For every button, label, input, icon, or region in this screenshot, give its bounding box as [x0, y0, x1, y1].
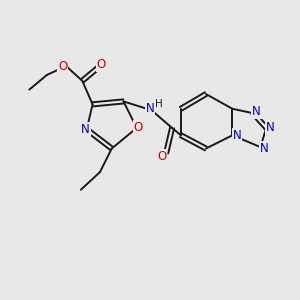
Text: O: O [157, 150, 167, 163]
Text: N: N [260, 142, 268, 155]
Text: H: H [155, 99, 163, 109]
Text: O: O [134, 122, 143, 134]
Text: O: O [97, 58, 106, 71]
Text: N: N [266, 122, 275, 134]
Text: N: N [252, 105, 261, 118]
Text: N: N [146, 102, 154, 115]
Text: O: O [58, 60, 67, 73]
Text: N: N [81, 123, 90, 136]
Text: N: N [232, 129, 241, 142]
